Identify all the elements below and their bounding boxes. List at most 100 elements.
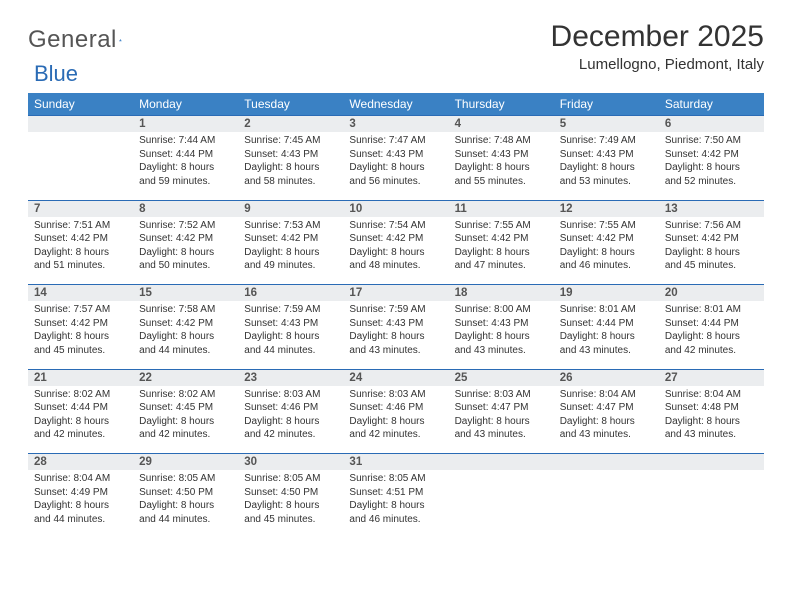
day-content-cell: Sunrise: 7:59 AMSunset: 4:43 PMDaylight:… <box>343 301 448 369</box>
daylight-line: Daylight: 8 hours and 55 minutes. <box>455 161 548 188</box>
day-number-cell: 11 <box>449 200 554 217</box>
daylight-line: Daylight: 8 hours and 47 minutes. <box>455 246 548 273</box>
day-content-cell: Sunrise: 7:45 AMSunset: 4:43 PMDaylight:… <box>238 132 343 200</box>
sunrise-line: Sunrise: 8:03 AM <box>349 388 442 402</box>
sunrise-line: Sunrise: 8:03 AM <box>455 388 548 402</box>
sunrise-line: Sunrise: 8:04 AM <box>34 472 127 486</box>
day-content-cell: Sunrise: 8:04 AMSunset: 4:47 PMDaylight:… <box>554 386 659 454</box>
day-content-cell: Sunrise: 7:52 AMSunset: 4:42 PMDaylight:… <box>133 217 238 285</box>
day-number-cell: 6 <box>659 116 764 133</box>
daylight-line: Daylight: 8 hours and 50 minutes. <box>139 246 232 273</box>
day-number-cell: 23 <box>238 369 343 386</box>
day-number-cell: 4 <box>449 116 554 133</box>
daylight-line: Daylight: 8 hours and 43 minutes. <box>560 415 653 442</box>
day-number-row: 21222324252627 <box>28 369 764 386</box>
day-number-cell: 7 <box>28 200 133 217</box>
sunrise-line: Sunrise: 7:54 AM <box>349 219 442 233</box>
day-content-cell: Sunrise: 8:00 AMSunset: 4:43 PMDaylight:… <box>449 301 554 369</box>
daylight-line: Daylight: 8 hours and 53 minutes. <box>560 161 653 188</box>
sunset-line: Sunset: 4:44 PM <box>139 148 232 162</box>
daylight-line: Daylight: 8 hours and 44 minutes. <box>34 499 127 526</box>
sunrise-line: Sunrise: 7:57 AM <box>34 303 127 317</box>
sunset-line: Sunset: 4:42 PM <box>139 232 232 246</box>
sunrise-line: Sunrise: 8:05 AM <box>244 472 337 486</box>
day-content-cell: Sunrise: 8:03 AMSunset: 4:46 PMDaylight:… <box>343 386 448 454</box>
sunset-line: Sunset: 4:42 PM <box>665 232 758 246</box>
day-number-cell: 31 <box>343 454 448 471</box>
day-number-cell: 9 <box>238 200 343 217</box>
sunset-line: Sunset: 4:50 PM <box>139 486 232 500</box>
sunrise-line: Sunrise: 7:44 AM <box>139 134 232 148</box>
daylight-line: Daylight: 8 hours and 42 minutes. <box>139 415 232 442</box>
daylight-line: Daylight: 8 hours and 58 minutes. <box>244 161 337 188</box>
sunrise-line: Sunrise: 7:55 AM <box>560 219 653 233</box>
day-number-cell: 20 <box>659 285 764 302</box>
day-content-cell: Sunrise: 7:56 AMSunset: 4:42 PMDaylight:… <box>659 217 764 285</box>
day-number-cell <box>28 116 133 133</box>
sunset-line: Sunset: 4:42 PM <box>139 317 232 331</box>
day-number-cell: 19 <box>554 285 659 302</box>
day-content-cell: Sunrise: 7:54 AMSunset: 4:42 PMDaylight:… <box>343 217 448 285</box>
sunrise-line: Sunrise: 7:56 AM <box>665 219 758 233</box>
day-content-cell: Sunrise: 8:04 AMSunset: 4:48 PMDaylight:… <box>659 386 764 454</box>
weekday-header: Friday <box>554 93 659 116</box>
sunrise-line: Sunrise: 7:59 AM <box>244 303 337 317</box>
sunrise-line: Sunrise: 8:04 AM <box>560 388 653 402</box>
day-number-cell: 27 <box>659 369 764 386</box>
daylight-line: Daylight: 8 hours and 43 minutes. <box>455 330 548 357</box>
sunset-line: Sunset: 4:42 PM <box>665 148 758 162</box>
day-content-cell: Sunrise: 8:02 AMSunset: 4:45 PMDaylight:… <box>133 386 238 454</box>
logo-word2: Blue <box>34 61 78 86</box>
sunset-line: Sunset: 4:43 PM <box>455 317 548 331</box>
sunrise-line: Sunrise: 8:05 AM <box>349 472 442 486</box>
day-number-cell: 28 <box>28 454 133 471</box>
day-content-cell: Sunrise: 8:04 AMSunset: 4:49 PMDaylight:… <box>28 470 133 538</box>
day-number-cell: 14 <box>28 285 133 302</box>
day-content-cell: Sunrise: 8:03 AMSunset: 4:46 PMDaylight:… <box>238 386 343 454</box>
daylight-line: Daylight: 8 hours and 51 minutes. <box>34 246 127 273</box>
day-content-cell: Sunrise: 7:49 AMSunset: 4:43 PMDaylight:… <box>554 132 659 200</box>
day-number-cell: 2 <box>238 116 343 133</box>
page-title: December 2025 <box>551 20 764 54</box>
sunrise-line: Sunrise: 7:45 AM <box>244 134 337 148</box>
daylight-line: Daylight: 8 hours and 45 minutes. <box>665 246 758 273</box>
daylight-line: Daylight: 8 hours and 42 minutes. <box>665 330 758 357</box>
day-content-cell: Sunrise: 7:51 AMSunset: 4:42 PMDaylight:… <box>28 217 133 285</box>
day-number-row: 28293031 <box>28 454 764 471</box>
day-number-cell <box>449 454 554 471</box>
day-content-row: Sunrise: 8:04 AMSunset: 4:49 PMDaylight:… <box>28 470 764 538</box>
title-block: December 2025 Lumellogno, Piedmont, Ital… <box>551 20 764 73</box>
day-number-cell: 15 <box>133 285 238 302</box>
day-content-cell: Sunrise: 7:50 AMSunset: 4:42 PMDaylight:… <box>659 132 764 200</box>
sunset-line: Sunset: 4:43 PM <box>244 317 337 331</box>
daylight-line: Daylight: 8 hours and 45 minutes. <box>34 330 127 357</box>
sunrise-line: Sunrise: 7:51 AM <box>34 219 127 233</box>
day-content-cell: Sunrise: 8:03 AMSunset: 4:47 PMDaylight:… <box>449 386 554 454</box>
daylight-line: Daylight: 8 hours and 46 minutes. <box>560 246 653 273</box>
sunset-line: Sunset: 4:51 PM <box>349 486 442 500</box>
day-number-cell: 24 <box>343 369 448 386</box>
sunrise-line: Sunrise: 7:59 AM <box>349 303 442 317</box>
sunset-line: Sunset: 4:42 PM <box>560 232 653 246</box>
day-content-cell: Sunrise: 7:47 AMSunset: 4:43 PMDaylight:… <box>343 132 448 200</box>
sunrise-line: Sunrise: 8:03 AM <box>244 388 337 402</box>
weekday-header: Saturday <box>659 93 764 116</box>
day-number-cell: 16 <box>238 285 343 302</box>
sunset-line: Sunset: 4:43 PM <box>349 148 442 162</box>
sunrise-line: Sunrise: 7:49 AM <box>560 134 653 148</box>
day-content-cell: Sunrise: 7:59 AMSunset: 4:43 PMDaylight:… <box>238 301 343 369</box>
weekday-header: Wednesday <box>343 93 448 116</box>
daylight-line: Daylight: 8 hours and 43 minutes. <box>560 330 653 357</box>
sunset-line: Sunset: 4:44 PM <box>665 317 758 331</box>
sunset-line: Sunset: 4:44 PM <box>560 317 653 331</box>
weekday-header-row: Sunday Monday Tuesday Wednesday Thursday… <box>28 93 764 116</box>
day-content-cell <box>659 470 764 538</box>
day-number-cell <box>554 454 659 471</box>
day-content-cell: Sunrise: 7:53 AMSunset: 4:42 PMDaylight:… <box>238 217 343 285</box>
sunrise-line: Sunrise: 7:58 AM <box>139 303 232 317</box>
day-number-cell: 5 <box>554 116 659 133</box>
day-number-cell: 26 <box>554 369 659 386</box>
daylight-line: Daylight: 8 hours and 45 minutes. <box>244 499 337 526</box>
daylight-line: Daylight: 8 hours and 43 minutes. <box>349 330 442 357</box>
sunset-line: Sunset: 4:50 PM <box>244 486 337 500</box>
